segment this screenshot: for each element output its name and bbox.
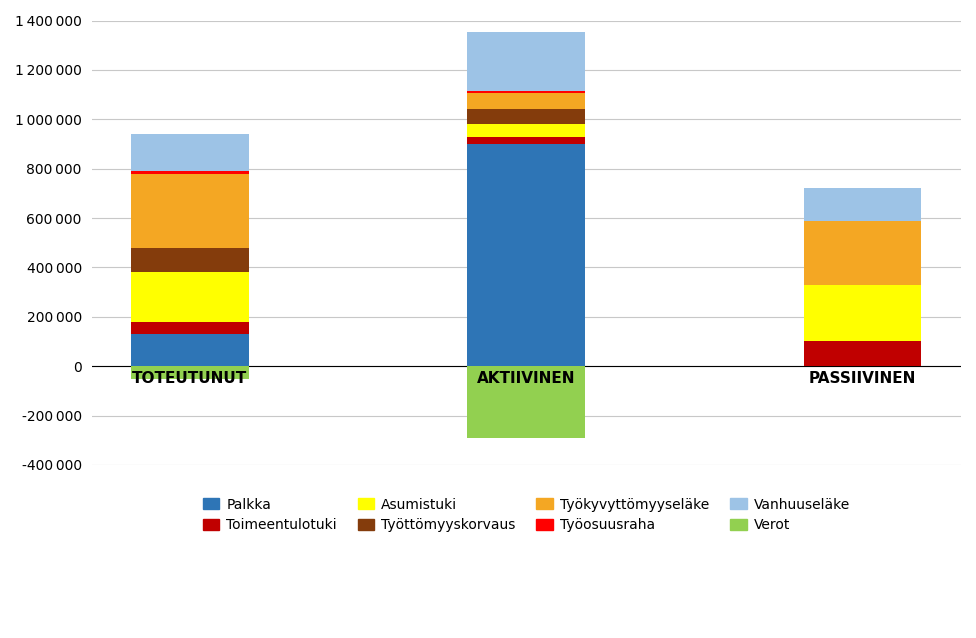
Legend: Palkka, Toimeentulotuki, Asumistuki, Työttömyyskorvaus, Työkyvyttömyyseläke, Työ: Palkka, Toimeentulotuki, Asumistuki, Työ…	[197, 492, 856, 538]
Bar	[468, 91, 586, 93]
Bar	[468, 109, 586, 124]
Bar	[131, 171, 249, 174]
Text: AKTIIVINEN: AKTIIVINEN	[477, 371, 576, 385]
Bar	[131, 322, 249, 334]
Text: TOTEUTUNUT: TOTEUTUNUT	[133, 371, 248, 385]
Bar	[131, 134, 249, 171]
Bar	[131, 334, 249, 366]
Bar	[468, 93, 586, 109]
Bar	[131, 272, 249, 322]
Bar	[131, 248, 249, 272]
Bar	[468, 144, 586, 366]
Bar	[804, 221, 921, 285]
Bar	[804, 188, 921, 221]
Bar	[131, 366, 249, 378]
Bar	[804, 341, 921, 366]
Bar	[131, 174, 249, 248]
Text: PASSIIVINEN: PASSIIVINEN	[809, 371, 916, 385]
Bar	[804, 285, 921, 341]
Bar	[468, 137, 586, 144]
Bar	[468, 366, 586, 438]
Bar	[468, 124, 586, 137]
Bar	[468, 32, 586, 91]
